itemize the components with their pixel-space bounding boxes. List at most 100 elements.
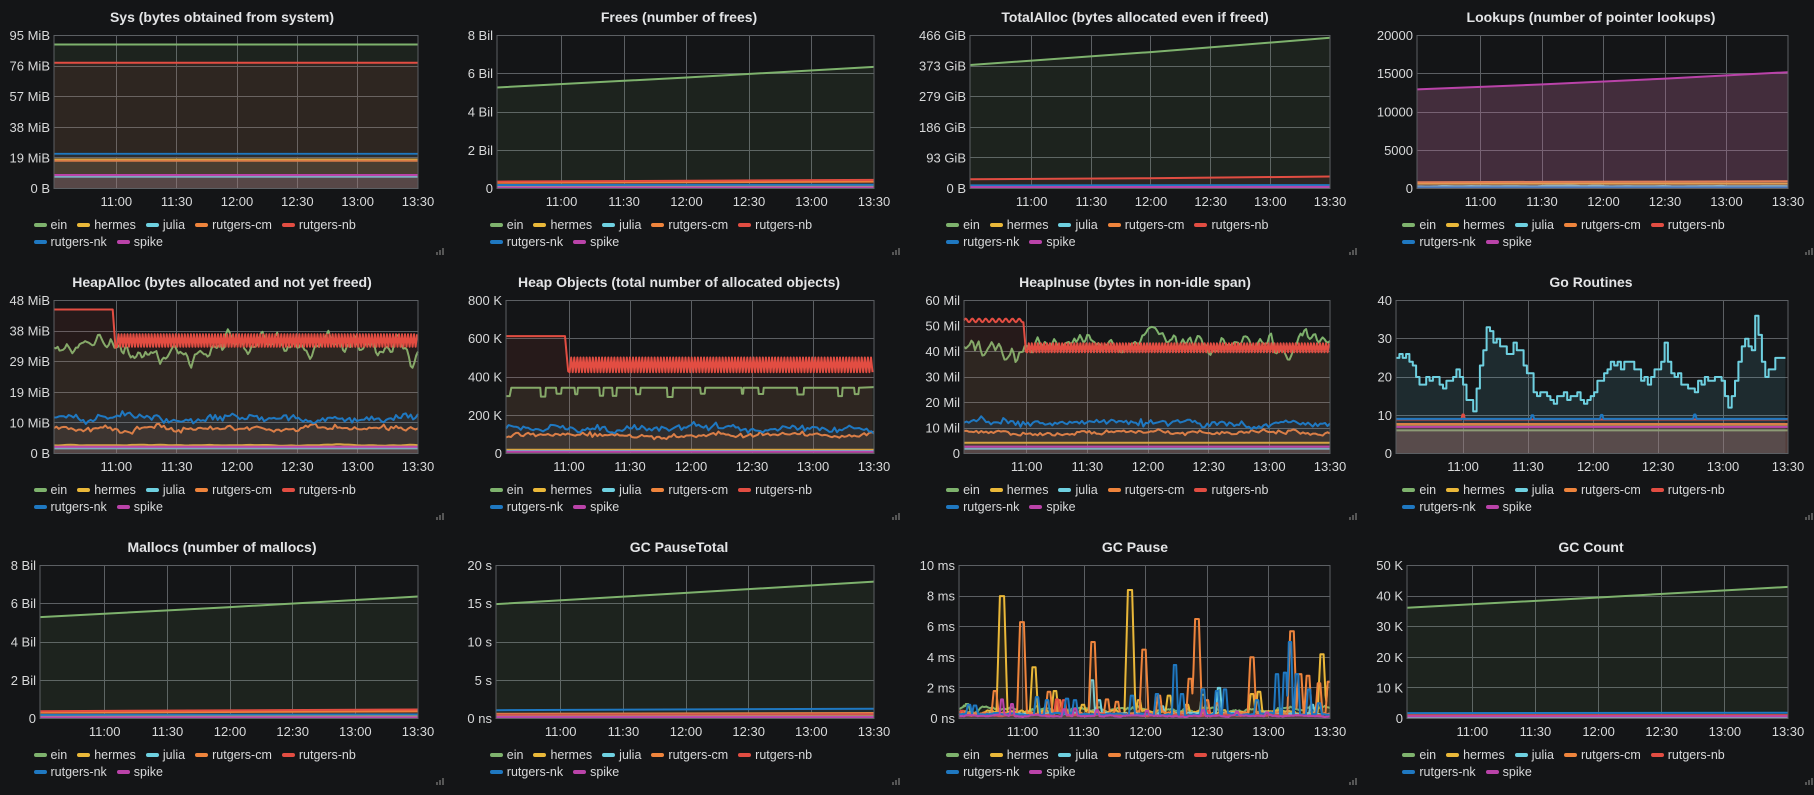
- svg-text:0: 0: [29, 711, 36, 726]
- svg-text:0: 0: [1406, 181, 1413, 196]
- svg-text:600 K: 600 K: [468, 331, 502, 346]
- svg-text:Lookups (number of pointer loo: Lookups (number of pointer lookups): [1467, 9, 1716, 25]
- svg-text:48 MiB: 48 MiB: [10, 293, 50, 308]
- svg-text:11:00: 11:00: [1016, 194, 1048, 209]
- svg-text:13:00: 13:00: [341, 459, 374, 474]
- svg-text:20: 20: [1378, 370, 1392, 385]
- svg-text:20 s: 20 s: [467, 558, 492, 573]
- svg-text:11:30: 11:30: [608, 724, 640, 739]
- svg-text:13:30: 13:30: [858, 194, 891, 209]
- svg-text:HeapAlloc (bytes allocated and: HeapAlloc (bytes allocated and not yet f…: [72, 274, 372, 290]
- svg-text:0: 0: [953, 446, 960, 461]
- svg-text:0 B: 0 B: [30, 181, 50, 196]
- svg-text:40 Mil: 40 Mil: [925, 344, 960, 359]
- svg-text:0 B: 0 B: [946, 181, 966, 196]
- svg-text:Mallocs (number of mallocs): Mallocs (number of mallocs): [127, 539, 316, 555]
- svg-text:13:30: 13:30: [402, 459, 435, 474]
- svg-text:11:00: 11:00: [553, 459, 585, 474]
- svg-text:11:00: 11:00: [1457, 724, 1489, 739]
- svg-text:93 GiB: 93 GiB: [926, 150, 966, 165]
- svg-text:40 K: 40 K: [1376, 589, 1403, 604]
- svg-text:30 Mil: 30 Mil: [925, 370, 960, 385]
- svg-text:4 Bil: 4 Bil: [468, 105, 493, 120]
- svg-text:12:30: 12:30: [736, 459, 769, 474]
- svg-text:30 K: 30 K: [1376, 619, 1403, 634]
- svg-text:12:30: 12:30: [733, 194, 766, 209]
- svg-text:400 K: 400 K: [468, 370, 502, 385]
- svg-text:11:30: 11:30: [1520, 724, 1552, 739]
- svg-text:12:00: 12:00: [1135, 194, 1168, 209]
- svg-text:0 ns: 0 ns: [930, 711, 955, 726]
- svg-text:GC Pause: GC Pause: [1102, 539, 1168, 555]
- svg-text:2 Bil: 2 Bil: [468, 143, 493, 158]
- svg-text:15000: 15000: [1377, 66, 1413, 81]
- svg-text:12:00: 12:00: [1587, 194, 1620, 209]
- svg-text:13:00: 13:00: [1254, 194, 1287, 209]
- svg-text:5000: 5000: [1384, 143, 1413, 158]
- svg-text:60 Mil: 60 Mil: [925, 293, 960, 308]
- svg-text:13:00: 13:00: [1710, 194, 1743, 209]
- svg-text:Sys (bytes obtained from syste: Sys (bytes obtained from system): [110, 9, 334, 25]
- svg-text:12:00: 12:00: [221, 194, 254, 209]
- svg-text:11:30: 11:30: [1068, 724, 1100, 739]
- svg-text:12:30: 12:30: [281, 459, 314, 474]
- svg-text:10000: 10000: [1377, 105, 1413, 120]
- svg-text:800 K: 800 K: [468, 293, 502, 308]
- svg-text:0 B: 0 B: [30, 446, 50, 461]
- svg-text:10 ms: 10 ms: [920, 558, 956, 573]
- svg-text:38 MiB: 38 MiB: [10, 324, 50, 339]
- svg-text:11:30: 11:30: [161, 459, 193, 474]
- svg-text:13:00: 13:00: [1252, 724, 1285, 739]
- svg-text:11:30: 11:30: [161, 194, 193, 209]
- svg-text:13:00: 13:00: [1709, 724, 1742, 739]
- svg-text:12:30: 12:30: [1649, 194, 1682, 209]
- svg-text:50 K: 50 K: [1376, 558, 1403, 573]
- svg-text:12:30: 12:30: [1194, 194, 1227, 209]
- svg-text:30: 30: [1378, 331, 1392, 346]
- svg-text:13:00: 13:00: [341, 194, 374, 209]
- svg-text:2 Bil: 2 Bil: [11, 673, 36, 688]
- svg-text:38 MiB: 38 MiB: [10, 120, 50, 135]
- svg-text:11:30: 11:30: [1076, 194, 1108, 209]
- svg-text:12:00: 12:00: [1582, 724, 1615, 739]
- svg-text:5 s: 5 s: [475, 673, 493, 688]
- svg-text:10 Mil: 10 Mil: [925, 421, 960, 436]
- svg-text:20 K: 20 K: [1376, 650, 1403, 665]
- svg-text:11:30: 11:30: [614, 459, 646, 474]
- svg-text:Go Routines: Go Routines: [1549, 274, 1632, 290]
- svg-text:11:30: 11:30: [1526, 194, 1558, 209]
- svg-text:11:00: 11:00: [89, 724, 121, 739]
- svg-text:13:30: 13:30: [1314, 459, 1347, 474]
- svg-text:13:30: 13:30: [1772, 724, 1805, 739]
- svg-text:0: 0: [1385, 446, 1392, 461]
- svg-text:10 K: 10 K: [1376, 680, 1403, 695]
- svg-text:0: 0: [495, 446, 502, 461]
- svg-text:Frees (number of frees): Frees (number of frees): [601, 9, 757, 25]
- svg-text:8 Bil: 8 Bil: [11, 558, 36, 573]
- svg-text:8 Bil: 8 Bil: [468, 28, 493, 43]
- svg-text:12:00: 12:00: [221, 459, 254, 474]
- svg-text:11:00: 11:00: [1011, 459, 1043, 474]
- svg-text:12:30: 12:30: [1192, 459, 1225, 474]
- svg-text:57 MiB: 57 MiB: [10, 89, 50, 104]
- svg-text:0 ns: 0 ns: [467, 711, 492, 726]
- svg-text:13:30: 13:30: [1314, 724, 1347, 739]
- svg-text:12:30: 12:30: [1191, 724, 1224, 739]
- svg-text:20000: 20000: [1377, 28, 1413, 43]
- svg-text:13:30: 13:30: [1314, 194, 1347, 209]
- svg-text:50 Mil: 50 Mil: [925, 319, 960, 334]
- svg-text:0: 0: [486, 181, 493, 196]
- svg-text:13:30: 13:30: [402, 724, 435, 739]
- svg-text:76 MiB: 76 MiB: [10, 59, 50, 74]
- svg-text:Heap Objects (total number of: Heap Objects (total number of allocated …: [518, 274, 840, 290]
- svg-text:95 MiB: 95 MiB: [10, 28, 50, 43]
- svg-text:12:00: 12:00: [1129, 724, 1162, 739]
- svg-text:11:30: 11:30: [608, 194, 640, 209]
- svg-text:10 MiB: 10 MiB: [10, 415, 50, 430]
- svg-text:15 s: 15 s: [467, 596, 492, 611]
- svg-text:4 ms: 4 ms: [927, 650, 956, 665]
- svg-text:GC Count: GC Count: [1558, 539, 1624, 555]
- svg-text:11:00: 11:00: [1007, 724, 1039, 739]
- svg-text:40: 40: [1378, 293, 1392, 308]
- svg-text:12:30: 12:30: [1642, 459, 1675, 474]
